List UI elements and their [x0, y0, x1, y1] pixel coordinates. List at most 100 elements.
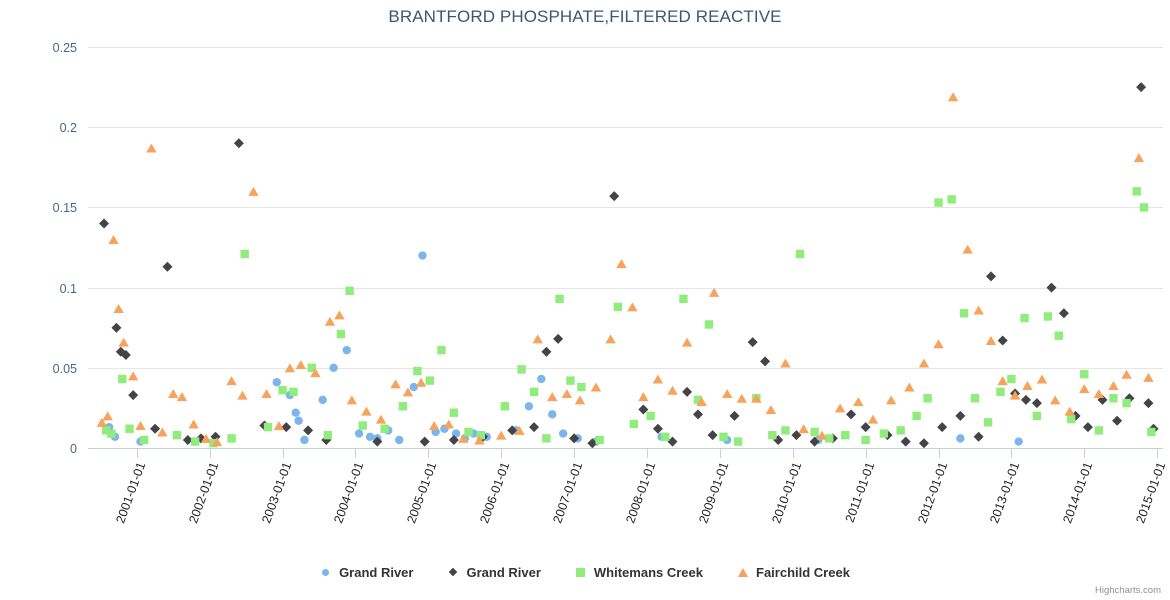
data-point[interactable] — [733, 437, 743, 446]
data-point[interactable] — [354, 429, 364, 438]
data-point[interactable] — [1094, 426, 1104, 435]
data-point[interactable] — [780, 358, 791, 368]
data-point[interactable] — [372, 436, 383, 447]
data-point[interactable] — [707, 430, 718, 441]
data-point[interactable] — [118, 337, 129, 347]
data-point[interactable] — [448, 434, 459, 445]
data-point[interactable] — [1143, 398, 1154, 409]
data-point[interactable] — [1108, 380, 1119, 390]
data-point[interactable] — [693, 395, 703, 405]
data-point[interactable] — [616, 259, 627, 269]
data-point[interactable] — [1136, 82, 1147, 93]
data-point[interactable] — [125, 424, 134, 433]
data-point[interactable] — [652, 423, 663, 434]
data-point[interactable] — [524, 402, 534, 411]
data-point[interactable] — [1064, 406, 1075, 416]
data-point[interactable] — [113, 303, 124, 313]
data-point[interactable] — [172, 430, 182, 440]
data-point[interactable] — [211, 437, 223, 447]
data-point[interactable] — [1020, 394, 1031, 405]
data-point[interactable] — [997, 376, 1008, 386]
data-point[interactable] — [1058, 308, 1069, 319]
data-point[interactable] — [365, 432, 375, 441]
data-point[interactable] — [162, 261, 173, 272]
data-point[interactable] — [474, 435, 485, 445]
data-point[interactable] — [358, 421, 367, 430]
data-point[interactable] — [96, 417, 108, 427]
data-point[interactable] — [923, 394, 932, 403]
data-point[interactable] — [1049, 395, 1061, 405]
data-point[interactable] — [496, 430, 507, 440]
data-point[interactable] — [896, 426, 905, 435]
data-point[interactable] — [500, 402, 510, 411]
data-point[interactable] — [696, 396, 707, 406]
data-point[interactable] — [1009, 390, 1021, 400]
data-point[interactable] — [569, 433, 580, 444]
data-point[interactable] — [1014, 437, 1023, 446]
data-point[interactable] — [209, 438, 218, 448]
data-point[interactable] — [323, 430, 332, 440]
data-point[interactable] — [795, 249, 805, 259]
data-point[interactable] — [605, 334, 616, 344]
data-point[interactable] — [1079, 384, 1090, 394]
data-point[interactable] — [904, 382, 915, 392]
data-point[interactable] — [1036, 374, 1048, 384]
data-point[interactable] — [1046, 282, 1057, 293]
data-point[interactable] — [342, 345, 351, 355]
data-point[interactable] — [682, 386, 693, 397]
data-point[interactable] — [885, 395, 897, 405]
data-point[interactable] — [108, 234, 119, 244]
data-point[interactable] — [310, 368, 321, 378]
data-point[interactable] — [415, 377, 427, 387]
data-point[interactable] — [336, 329, 346, 339]
data-point[interactable] — [841, 430, 850, 440]
data-point[interactable] — [182, 434, 193, 445]
data-point[interactable] — [825, 434, 834, 443]
data-point[interactable] — [294, 416, 303, 425]
data-point[interactable] — [1109, 394, 1118, 403]
data-point[interactable] — [646, 411, 655, 421]
data-point[interactable] — [1133, 153, 1145, 163]
data-point[interactable] — [1132, 187, 1141, 196]
data-point[interactable] — [747, 337, 758, 348]
data-point[interactable] — [638, 404, 649, 415]
data-point[interactable] — [128, 390, 139, 401]
legend-item-0[interactable]: Grand River — [320, 565, 413, 580]
data-point[interactable] — [810, 427, 819, 437]
data-point[interactable] — [681, 337, 693, 347]
data-point[interactable] — [146, 143, 157, 153]
data-point[interactable] — [443, 419, 454, 429]
data-point[interactable] — [118, 374, 127, 384]
data-point[interactable] — [986, 271, 996, 282]
data-point[interactable] — [227, 434, 236, 443]
data-point[interactable] — [107, 429, 116, 438]
data-point[interactable] — [529, 422, 540, 433]
series-square[interactable] — [102, 187, 1156, 448]
data-point[interactable] — [934, 198, 943, 207]
data-point[interactable] — [418, 251, 427, 260]
legend-item-3[interactable]: Fairchild Creek — [737, 565, 850, 580]
data-point[interactable] — [318, 395, 327, 405]
data-point[interactable] — [1080, 370, 1089, 379]
data-point[interactable] — [295, 360, 307, 370]
data-point[interactable] — [879, 429, 889, 438]
data-point[interactable] — [324, 316, 336, 326]
data-point[interactable] — [1031, 398, 1042, 409]
data-point[interactable] — [629, 419, 639, 429]
data-point[interactable] — [190, 437, 200, 446]
data-point[interactable] — [157, 427, 168, 437]
data-point[interactable] — [1122, 398, 1131, 408]
data-point[interactable] — [409, 382, 418, 392]
data-point[interactable] — [135, 421, 146, 431]
data-point[interactable] — [955, 410, 966, 421]
data-point[interactable] — [99, 218, 110, 229]
data-point[interactable] — [289, 387, 298, 397]
data-point[interactable] — [962, 244, 973, 254]
data-point[interactable] — [402, 387, 414, 397]
data-point[interactable] — [413, 366, 422, 376]
data-point[interactable] — [334, 310, 345, 320]
data-point[interactable] — [973, 431, 984, 442]
data-point[interactable] — [272, 378, 281, 387]
series-diamond[interactable] — [99, 82, 1159, 449]
data-point[interactable] — [553, 333, 564, 344]
